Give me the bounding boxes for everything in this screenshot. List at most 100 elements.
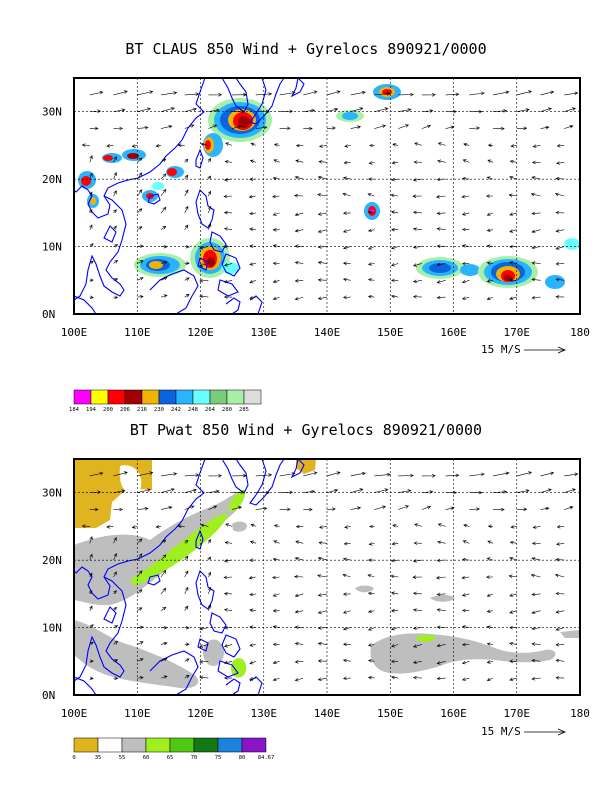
wind-vector xyxy=(461,575,470,580)
wind-vector xyxy=(273,524,280,528)
wind-vector xyxy=(556,161,565,165)
wind-vector xyxy=(398,108,412,112)
wind-vector xyxy=(317,212,328,216)
wind-vector xyxy=(374,107,389,112)
lon-tick-label: 110E xyxy=(124,326,151,339)
wind-vector xyxy=(207,205,212,213)
wind-vector xyxy=(509,278,517,283)
wind-vector xyxy=(510,525,517,529)
lat-tick-label: 30N xyxy=(42,106,62,119)
wind-vector xyxy=(342,245,351,250)
wind-vector xyxy=(437,159,446,164)
lon-tick-label: 100E xyxy=(61,326,88,339)
wind-vector xyxy=(303,471,318,477)
colorbar-swatch xyxy=(124,389,143,405)
wind-vector xyxy=(113,278,119,282)
colorbar-label: 206 xyxy=(120,407,130,413)
wind-vector xyxy=(392,524,399,528)
colorbar-label: 216 xyxy=(137,407,147,413)
wind-vector xyxy=(223,626,233,630)
wind-vector xyxy=(272,228,280,232)
wind-vector xyxy=(137,90,154,96)
wind-vector xyxy=(516,108,530,112)
wind-vector xyxy=(249,211,256,216)
wind-vector xyxy=(279,472,296,477)
wind-vector xyxy=(208,108,220,113)
wind-vector xyxy=(318,160,328,164)
bottom-colorbar: 0 35 55 60 65 70 75 80 84.67 xyxy=(72,737,274,761)
wind-vector xyxy=(89,109,102,113)
wind-vector xyxy=(367,228,375,233)
top-panel-title: BT CLAUS 850 Wind + Gyrelocs 890921/0000 xyxy=(125,40,487,58)
lat-tick-label: 20N xyxy=(42,173,62,186)
wind-vector xyxy=(295,524,304,529)
wind-vector xyxy=(486,261,494,265)
wind-vector xyxy=(530,192,541,197)
colorbar-swatch xyxy=(243,389,262,405)
wind-vector xyxy=(272,625,280,629)
wind-vector xyxy=(224,541,233,545)
wind-vector xyxy=(255,473,273,477)
lon-tick-label: 140E xyxy=(314,707,341,720)
wind-vector xyxy=(486,228,494,232)
wind-vector xyxy=(223,295,233,299)
wind-vector xyxy=(184,92,200,96)
wind-vector xyxy=(469,91,485,96)
pwat-moist-band-china xyxy=(74,491,246,606)
wind-vector xyxy=(184,158,189,163)
wind-vector xyxy=(350,90,366,96)
wind-vector xyxy=(342,176,351,180)
wind-vector xyxy=(531,642,541,646)
wind-vector xyxy=(369,143,375,148)
wind-vector xyxy=(509,261,517,265)
wind-vector xyxy=(317,260,328,265)
wind-vector xyxy=(303,90,318,96)
wind-vector xyxy=(342,277,351,282)
wind-vector xyxy=(412,295,422,299)
wind-vector xyxy=(556,524,565,529)
wind-vector xyxy=(137,244,144,248)
wind-vector xyxy=(531,229,541,233)
wind-vector xyxy=(303,108,316,113)
wind-vector xyxy=(184,205,189,214)
wind-vector xyxy=(390,210,399,214)
wind-vector xyxy=(279,507,291,512)
lon-tick-label: 160E xyxy=(440,707,467,720)
colorbar-swatch xyxy=(141,389,160,405)
wind-vector xyxy=(113,625,119,629)
wind-vector xyxy=(160,539,167,544)
wind-vector xyxy=(89,295,94,299)
bottom-panel-title: BT Pwat 850 Wind + Gyrelocs 890921/0000 xyxy=(129,421,483,439)
wind-vector xyxy=(89,155,93,163)
wind-vector xyxy=(469,507,481,511)
wind-vector xyxy=(223,660,233,665)
wind-vector xyxy=(137,488,151,493)
wind-vector xyxy=(412,559,422,563)
wind-vector xyxy=(461,642,470,647)
wind-vector xyxy=(509,557,517,561)
wind-vector xyxy=(555,176,565,181)
wind-vector xyxy=(486,575,494,579)
wind-vector xyxy=(390,294,399,299)
wind-vector xyxy=(540,471,555,477)
wind-vector xyxy=(137,260,144,264)
wind-vector xyxy=(531,557,541,561)
wind-vector xyxy=(469,109,483,114)
wind-vector xyxy=(493,126,505,131)
wind-vector xyxy=(89,572,93,578)
wind-vector xyxy=(225,523,233,527)
wind-vector xyxy=(249,177,256,181)
wind-vector xyxy=(367,627,375,631)
wind-vector xyxy=(350,488,364,493)
wind-vector xyxy=(160,294,168,298)
wind-vector xyxy=(113,244,119,248)
wind-vector xyxy=(342,626,351,631)
wind-vector xyxy=(508,193,517,198)
wind-vector xyxy=(342,229,351,233)
wind-vector xyxy=(199,263,209,267)
wind-vector xyxy=(555,643,565,647)
wind-vector xyxy=(81,524,90,528)
wind-vector xyxy=(272,261,280,266)
wind-vector xyxy=(184,626,190,630)
wind-vector xyxy=(272,279,280,284)
